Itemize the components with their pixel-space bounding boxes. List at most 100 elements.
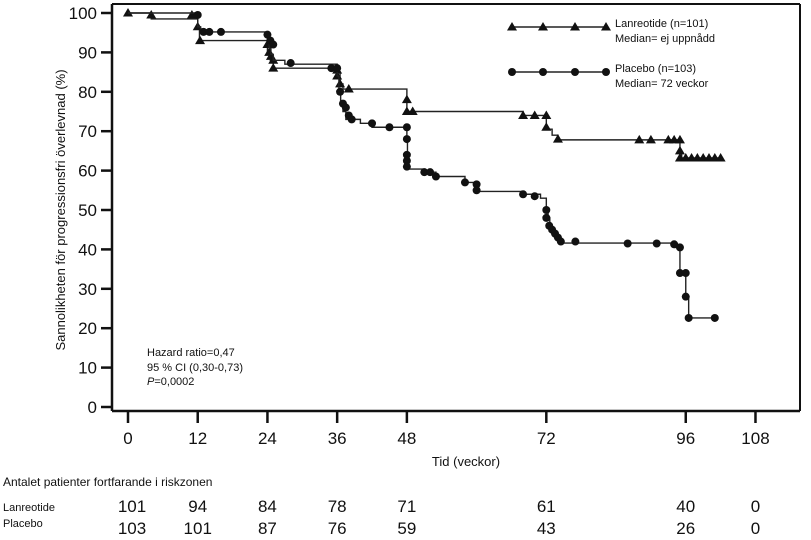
legend-marker-lanreotide [507, 22, 517, 31]
legend-lanreotide-median: Median= ej uppnådd [615, 33, 715, 45]
y-tick-label: 80 [78, 83, 97, 102]
x-tick-label: 96 [676, 429, 695, 448]
at-risk-lanreotide: 61 [537, 497, 556, 516]
censor-mark-lanreotide [645, 134, 656, 144]
censor-mark-lanreotide [541, 122, 552, 131]
censor-mark-lanreotide [195, 35, 206, 45]
censor-mark-placebo [681, 269, 690, 278]
at-risk-lanreotide: 94 [188, 497, 207, 516]
censor-mark-placebo [336, 87, 345, 96]
confidence-interval: 95 % CI (0,30-0,73) [147, 362, 243, 374]
y-tick-label: 90 [78, 43, 97, 62]
legend-marker-lanreotide [601, 22, 611, 31]
legend-marker-placebo [602, 68, 610, 76]
y-axis-label: Sannolikheten för progressionsfri överle… [53, 69, 68, 350]
censor-mark-placebo [286, 59, 295, 68]
censor-mark-placebo [368, 119, 377, 128]
censor-mark-placebo [216, 27, 225, 36]
at-risk-lanreotide: 71 [397, 497, 416, 516]
legend-marker-placebo [539, 68, 547, 76]
censor-mark-placebo [341, 103, 350, 112]
y-tick-label: 30 [78, 280, 97, 299]
legend-marker-lanreotide [538, 22, 548, 31]
censor-mark-lanreotide [268, 63, 279, 72]
at-risk-lanreotide: 101 [118, 497, 146, 516]
p-value: P=0,0002 [147, 376, 194, 388]
censor-mark-lanreotide [674, 145, 685, 155]
axes: 0 10 20 30 40 50 60 70 80 90 100 0 12 24 36 48 72 96 108 [69, 3, 801, 448]
censor-mark-placebo [571, 237, 580, 246]
censor-mark-placebo [199, 27, 208, 36]
censor-mark-placebo [530, 192, 539, 201]
censor-mark-placebo [402, 150, 411, 159]
risk-row-label-lanreotide: Lanreotide [3, 502, 55, 514]
censor-mark-placebo [675, 243, 684, 252]
legend: Lanreotide (n=101) Median= ej uppnådd Pl… [507, 18, 715, 90]
x-tick-label: 108 [741, 429, 769, 448]
legend-placebo-label: Placebo (n=103) [615, 63, 696, 75]
censor-mark-lanreotide [343, 84, 354, 93]
censor-mark-placebo [269, 40, 278, 49]
censor-mark-placebo [623, 239, 632, 248]
censor-mark-lanreotide [401, 94, 412, 104]
censor-mark-lanreotide [552, 134, 563, 143]
at-risk-placebo: 87 [258, 519, 277, 538]
censor-mark-lanreotide [407, 106, 418, 115]
series-layer [123, 8, 726, 322]
censor-mark-placebo [193, 10, 202, 19]
x-tick-label: 12 [188, 429, 207, 448]
censor-mark-lanreotide [715, 152, 726, 162]
hazard-ratio: Hazard ratio=0,47 [147, 347, 235, 359]
censor-mark-placebo [347, 115, 356, 124]
x-tick-label: 72 [537, 429, 556, 448]
y-tick-label: 100 [69, 4, 97, 23]
x-axis-label: Tid (veckor) [432, 454, 500, 469]
censor-mark-placebo [556, 237, 565, 246]
censor-mark-placebo [402, 162, 411, 171]
censor-mark-placebo [205, 27, 214, 36]
censor-mark-placebo [263, 30, 272, 39]
at-risk-placebo: 76 [328, 519, 347, 538]
at-risk-placebo: 43 [537, 519, 556, 538]
censor-mark-placebo [472, 186, 481, 195]
censor-mark-placebo [542, 213, 551, 222]
at-risk-lanreotide: 0 [751, 497, 760, 516]
y-tick-label: 50 [78, 201, 97, 220]
x-tick-label: 0 [123, 429, 132, 448]
y-tick-label: 40 [78, 240, 97, 259]
p-value-text: =0,0002 [154, 376, 194, 388]
legend-placebo-median: Median= 72 veckor [615, 78, 709, 90]
stats-annotation: Hazard ratio=0,47 95 % CI (0,30-0,73) P=… [147, 347, 243, 388]
censor-mark-placebo [460, 178, 469, 187]
censor-mark-lanreotide [335, 78, 346, 88]
censor-mark-placebo [402, 123, 411, 132]
censor-mark-placebo [542, 206, 551, 214]
censor-mark-placebo [385, 123, 394, 132]
legend-lanreotide-label: Lanreotide (n=101) [615, 18, 708, 30]
censor-mark-placebo [710, 313, 719, 322]
risk-row-label-placebo: Placebo [3, 518, 43, 530]
censor-mark-lanreotide [674, 134, 685, 144]
y-tick-label: 60 [78, 162, 97, 181]
x-tick-label: 36 [328, 429, 347, 448]
at-risk-lanreotide: 84 [258, 497, 277, 516]
at-risk-placebo: 0 [751, 519, 760, 538]
legend-marker-lanreotide [570, 22, 580, 31]
at-risk-placebo: 103 [118, 519, 146, 538]
censor-mark-lanreotide [541, 110, 552, 119]
legend-marker-placebo [571, 68, 579, 76]
censor-mark-lanreotide [518, 110, 529, 119]
at-risk-placebo: 26 [676, 519, 695, 538]
x-tick-label: 48 [397, 429, 416, 448]
legend-marker-placebo [508, 68, 516, 76]
censor-mark-placebo [426, 168, 435, 177]
at-risk-placebo: 101 [184, 519, 212, 538]
censor-mark-placebo [684, 313, 693, 322]
censor-mark-placebo [327, 64, 336, 73]
censor-mark-placebo [675, 269, 684, 278]
censor-mark-lanreotide [529, 110, 540, 119]
censor-mark-placebo [431, 172, 440, 181]
censor-mark-lanreotide [123, 8, 133, 17]
risk-table: Antalet patienter fortfarande i riskzone… [3, 475, 760, 538]
